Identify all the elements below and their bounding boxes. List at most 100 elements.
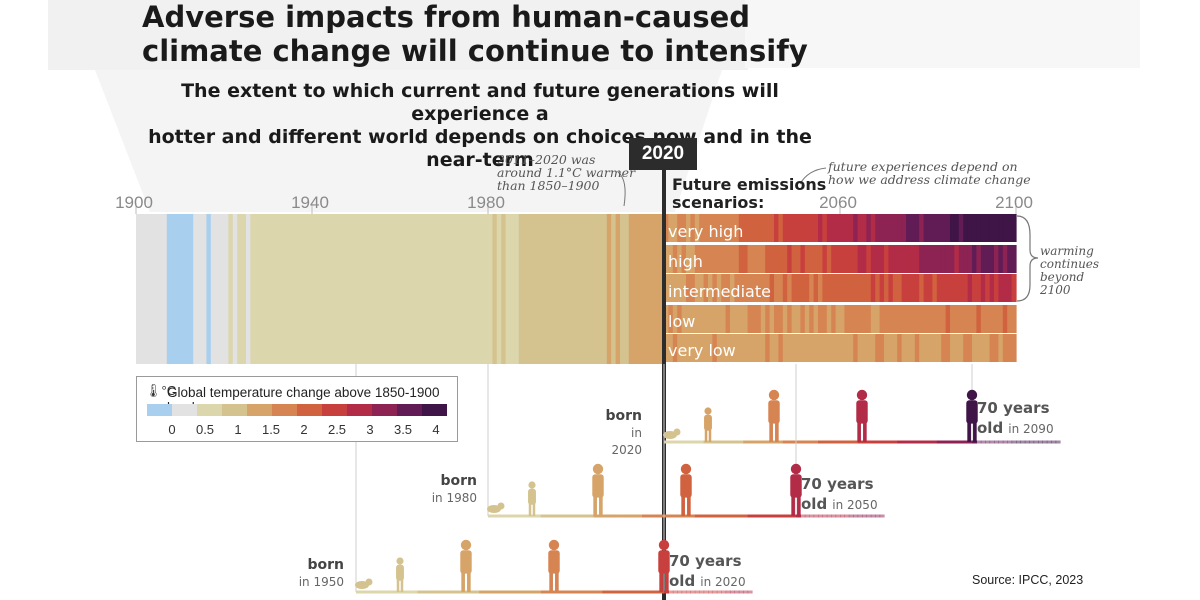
scenario-stripe-low-2065 — [862, 305, 867, 333]
scenario-stripe-very-low-2094 — [989, 334, 995, 362]
stripe-year-1928 — [259, 214, 265, 364]
lifeline-1950-1991 — [536, 590, 542, 594]
scenario-stripe-high-2027 — [694, 245, 700, 273]
baby-head-icon — [673, 428, 681, 436]
scenario-stripe-very-high-2040 — [752, 214, 757, 242]
lifeline-1950-1999 — [571, 590, 577, 594]
stripe-year-1988 — [523, 214, 529, 364]
stripe-year-1916 — [206, 214, 212, 364]
scenario-stripe-very-high-2066 — [866, 214, 872, 242]
lifeline-2020-2085 — [950, 440, 955, 444]
lifeline-2020-2076 — [910, 440, 916, 444]
scenario-stripe-low-2053 — [809, 305, 815, 333]
scenario-stripe-intermediate-2056 — [822, 274, 828, 302]
stripe-year-1934 — [285, 214, 291, 364]
lifeline-1950-1956 — [382, 590, 388, 594]
scenario-stripe-intermediate-2045 — [774, 274, 779, 302]
lifeline-2020-2078 — [919, 440, 925, 444]
age-text: 70 years — [977, 399, 1050, 417]
born-year: in 1980 — [431, 491, 477, 505]
lifeline-1950-1978 — [479, 590, 485, 594]
scenario-stripe-low-2063 — [853, 305, 859, 333]
scenario-stripe-very-high-2060 — [840, 214, 845, 242]
scenario-stripe-very-high-2093 — [985, 214, 991, 242]
baby-figure-icon — [487, 505, 501, 513]
scenario-stripe-low-2039 — [747, 305, 753, 333]
scenario-stripe-low-2047 — [782, 305, 788, 333]
stripe-year-1915 — [202, 214, 207, 364]
stripe-year-1960 — [400, 214, 405, 364]
person-leg-icon — [467, 570, 471, 592]
lifeline-1950-1979 — [483, 590, 489, 594]
note-future-experiences: future experiences depend on how we addr… — [828, 160, 1031, 186]
stripe-year-1908 — [171, 214, 177, 364]
scenario-stripe-low-2066 — [866, 305, 872, 333]
axis-tick-1980: 1980 — [467, 193, 505, 212]
scenario-stripe-very-high-2065 — [862, 214, 867, 242]
scenario-stripe-very-low-2074 — [901, 334, 907, 362]
lifeline-2020-2072 — [892, 440, 898, 444]
scenario-stripe-intermediate-2020 — [664, 274, 669, 302]
warming-bracket — [1016, 215, 1039, 302]
scenario-stripe-high-2099 — [1011, 245, 1017, 273]
scenario-stripe-low-2095 — [994, 305, 999, 333]
scenario-stripe-high-2030 — [708, 245, 713, 273]
lifeline-1950-1969 — [439, 590, 445, 594]
future-label-line-2: scenarios: — [672, 193, 765, 212]
stripe-year-1931 — [272, 214, 278, 364]
note-future-line-2: how we address climate change — [828, 172, 1031, 187]
scenario-stripe-very-high-2041 — [756, 214, 762, 242]
lifeline-2020-2083 — [941, 440, 947, 444]
lifeline-2020-2108 — [1051, 440, 1057, 444]
scenario-stripe-low-2054 — [813, 305, 819, 333]
person-body-icon — [768, 400, 780, 424]
scenario-stripe-very-high-2076 — [910, 214, 916, 242]
warming-note-line-4: 2100 — [1040, 283, 1071, 297]
scenario-stripe-low-2091 — [976, 305, 982, 333]
lifeline-2020-2109 — [1055, 440, 1061, 444]
lifeline-1950-1954 — [373, 590, 379, 594]
lifeline-2020-2105 — [1038, 440, 1043, 444]
stripe-year-1924 — [241, 214, 247, 364]
scenario-stripe-low-2050 — [796, 305, 801, 333]
scenario-stripe-high-2048 — [787, 245, 793, 273]
scenario-stripe-high-2096 — [998, 245, 1004, 273]
scenario-stripe-intermediate-2055 — [818, 274, 823, 302]
scenario-stripe-very-high-2099 — [1011, 214, 1017, 242]
scenario-stripe-very-low-2029 — [703, 334, 709, 362]
stripe-year-1922 — [232, 214, 238, 364]
scenario-stripe-intermediate-2026 — [690, 274, 696, 302]
scenario-stripe-very-low-2045 — [774, 334, 779, 362]
scenario-stripe-very-high-2074 — [901, 214, 907, 242]
scenario-stripe-low-2083 — [941, 305, 947, 333]
lifeline-1950-2004 — [593, 590, 599, 594]
stripe-year-1940 — [312, 214, 317, 364]
scenario-stripe-intermediate-2050 — [796, 274, 801, 302]
lifeline-1950-2013 — [633, 590, 639, 594]
lifeline-1950-1985 — [510, 590, 515, 594]
scenario-stripe-high-2082 — [936, 245, 942, 273]
scenario-stripe-intermediate-2063 — [853, 274, 859, 302]
scenario-stripe-very-low-2020 — [664, 334, 669, 362]
lifeline-1980-2040 — [752, 514, 757, 518]
stripe-year-1972 — [452, 214, 458, 364]
person-leg-icon — [857, 420, 861, 442]
note-2011-line-3: than 1850–1900 — [497, 178, 600, 193]
scenario-stripe-very-high-2044 — [769, 214, 775, 242]
stripe-year-2016 — [646, 214, 652, 364]
scenario-stripe-low-2082 — [936, 305, 942, 333]
scenario-stripe-low-2081 — [932, 305, 938, 333]
stripe-year-1923 — [237, 214, 243, 364]
born-2020-label: born in 2020 — [600, 407, 642, 458]
scenario-stripe-high-2042 — [760, 245, 766, 273]
legend-swatch — [147, 404, 172, 416]
legend-swatch — [322, 404, 347, 416]
scenario-stripe-low-2049 — [791, 305, 797, 333]
scenario-stripe-low-2080 — [928, 305, 933, 333]
lifeline-1950-2006 — [602, 590, 608, 594]
lifeline-1950-1984 — [505, 590, 511, 594]
lifeline-2020-2050 — [796, 440, 801, 444]
scenario-stripe-intermediate-2089 — [967, 274, 973, 302]
lifeline-2020-2060 — [840, 440, 845, 444]
lifeline-2020-2022 — [672, 440, 678, 444]
